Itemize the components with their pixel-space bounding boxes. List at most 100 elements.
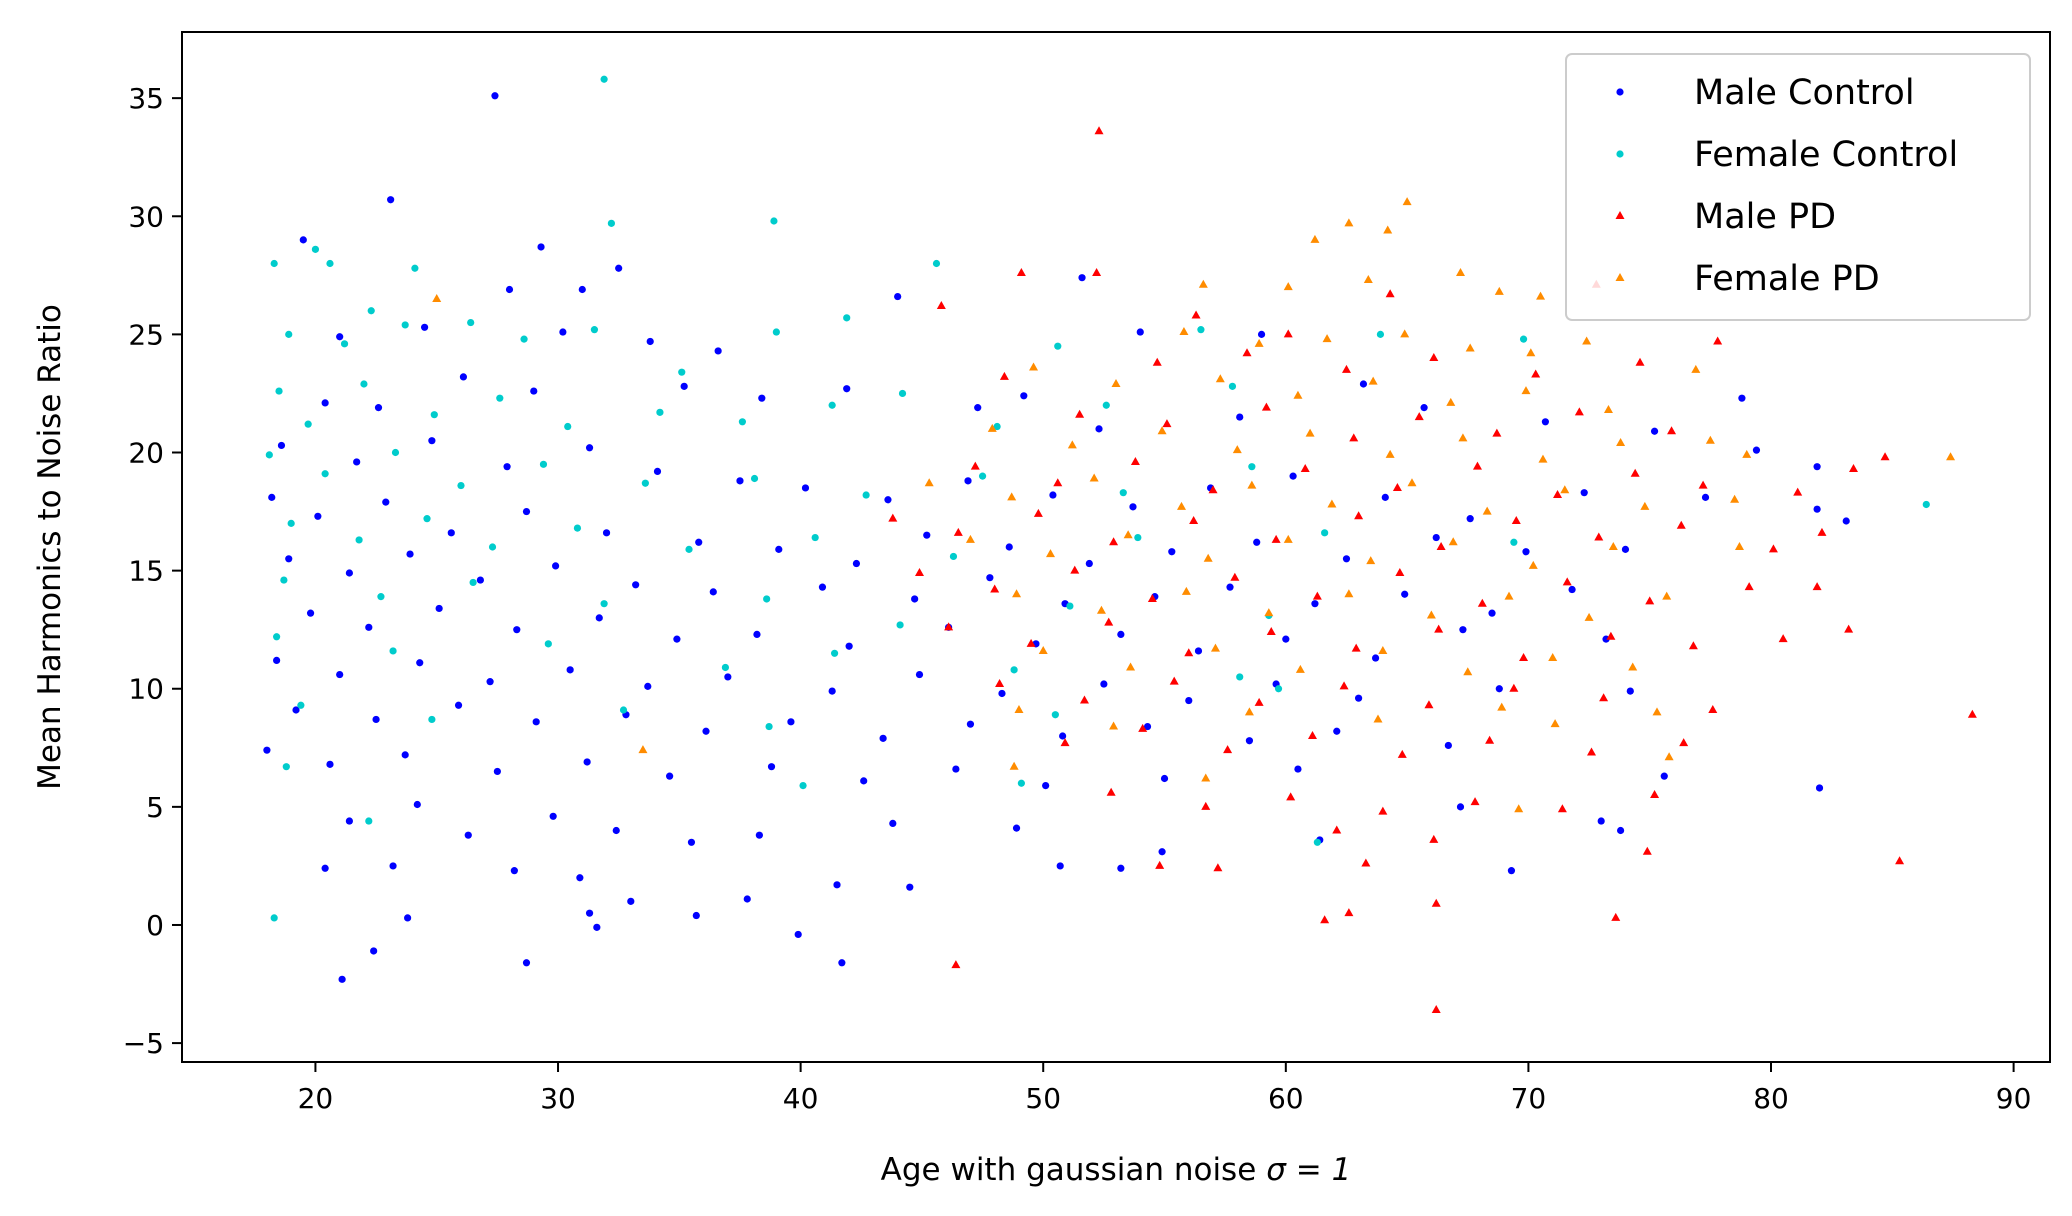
male-control-point-106	[336, 670, 344, 679]
female-control-point-5	[607, 219, 615, 227]
female-control-point-56	[1510, 538, 1518, 546]
female-pd-point-59	[1012, 589, 1022, 598]
female-control-point-49	[488, 543, 497, 551]
male-pd-point-9	[1152, 357, 1162, 366]
male-control-point-4	[615, 264, 623, 272]
female-control-point-29	[738, 418, 747, 426]
male-control-point-80	[911, 595, 919, 603]
male-control-point-18	[459, 373, 468, 381]
male-control-point-12	[646, 337, 654, 346]
female-pd-point-1	[1344, 218, 1354, 227]
male-control-point-67	[1432, 533, 1440, 542]
male-pd-point-56	[1395, 567, 1405, 576]
female-control-point-6	[770, 217, 778, 225]
male-control-point-40	[801, 484, 810, 492]
female-control-point-22	[275, 387, 283, 395]
legend-label-male-control: Male Control	[1694, 73, 1915, 113]
female-control-point-15	[678, 368, 686, 376]
female-pd-point-28	[1067, 440, 1077, 449]
male-control-point-135	[263, 746, 271, 754]
male-control-point-140	[666, 772, 674, 780]
female-pd-point-74	[1548, 653, 1558, 662]
male-pd-point-82	[1708, 705, 1718, 714]
female-pd-point-55	[1448, 537, 1458, 546]
male-control-point-162	[1617, 826, 1625, 835]
female-control-point-39	[539, 460, 548, 468]
male-pd-point-11	[1341, 364, 1351, 373]
female-pd-point-17	[1582, 336, 1592, 345]
male-control-point-141	[767, 763, 776, 771]
male-control-point-2	[299, 236, 307, 244]
male-control-point-170	[906, 883, 914, 891]
male-pd-point-94	[1286, 792, 1296, 801]
male-pd-point-22	[1574, 407, 1584, 416]
male-control-point-10	[420, 323, 429, 331]
male-pd-point-88	[1397, 749, 1407, 758]
male-control-point-103	[1459, 626, 1467, 634]
male-control-point-153	[549, 812, 557, 820]
male-control-point-100	[1194, 647, 1203, 655]
male-pd-point-17	[1162, 419, 1172, 428]
male-control-point-179	[370, 947, 378, 955]
female-pd-point-22	[1368, 376, 1378, 385]
male-pd-point-105	[1895, 856, 1905, 865]
female-pd-point-35	[1616, 438, 1626, 447]
male-control-point-142	[860, 777, 868, 785]
female-pd-point-69	[1126, 662, 1136, 671]
female-control-point-81	[1017, 779, 1025, 787]
male-pd-point-43	[1354, 511, 1364, 520]
male-control-point-64	[1168, 548, 1176, 556]
male-control-point-43	[1049, 491, 1057, 499]
male-control-point-130	[1059, 732, 1067, 740]
female-pd-point-11	[1179, 327, 1189, 336]
female-control-point-25	[430, 411, 438, 419]
male-control-point-58	[695, 538, 703, 546]
male-pd-point-96	[1470, 797, 1480, 806]
male-pd-point-78	[1339, 681, 1349, 690]
female-control-point-30	[828, 401, 836, 409]
female-pd-point-64	[1426, 610, 1436, 619]
male-pd-point-10	[1242, 348, 1252, 357]
female-pd-point-44	[1407, 478, 1417, 487]
male-control-point-84	[1226, 583, 1234, 591]
male-control-point-61	[923, 531, 931, 539]
male-pd-point-20	[1414, 412, 1424, 421]
female-control-point-19	[1197, 326, 1205, 334]
female-pd-point-58	[1734, 542, 1744, 550]
x-axis-label-text: Age with gaussian noise	[881, 1152, 1257, 1188]
male-control-point-134	[1444, 741, 1452, 750]
female-control-point-59	[469, 578, 477, 587]
male-pd-point-7	[1283, 329, 1293, 338]
male-pd-point-81	[1599, 693, 1609, 702]
female-pd-point-87	[1664, 752, 1674, 761]
x-tick-label-90: 90	[1996, 1082, 2032, 1115]
female-control-point-34	[1228, 382, 1237, 390]
female-control-point-0	[600, 75, 608, 83]
male-control-point-26	[1236, 413, 1244, 421]
female-pd-point-48	[1730, 494, 1740, 503]
male-pd-point-29	[1392, 482, 1402, 491]
female-control-point-77	[1274, 685, 1283, 693]
male-pd-point-111	[1431, 1005, 1441, 1014]
x-tick-label-20: 20	[298, 1082, 334, 1115]
x-tick-label-70: 70	[1511, 1082, 1547, 1115]
legend-label-female-pd: Female PD	[1694, 259, 1880, 299]
female-control-point-8	[326, 259, 334, 268]
male-pd-point-44	[1436, 542, 1446, 550]
female-control-point-16	[772, 328, 780, 336]
male-control-point-7	[578, 285, 586, 294]
male-pd-point-73	[1844, 624, 1854, 633]
female-pd-point-15	[1465, 343, 1475, 352]
series-female-pd	[432, 197, 1956, 813]
male-pd-point-62	[944, 622, 954, 631]
female-control-point-9	[285, 330, 293, 338]
legend-marker-female-control	[1616, 150, 1624, 158]
female-control-point-55	[1321, 529, 1329, 537]
male-pd-point-80	[1509, 683, 1519, 692]
male-control-point-16	[321, 399, 329, 407]
male-pd-point-91	[1679, 738, 1689, 747]
male-control-point-39	[736, 477, 744, 485]
male-control-point-115	[1100, 680, 1108, 688]
male-control-point-90	[365, 623, 373, 631]
female-pd-point-9	[1536, 291, 1546, 300]
